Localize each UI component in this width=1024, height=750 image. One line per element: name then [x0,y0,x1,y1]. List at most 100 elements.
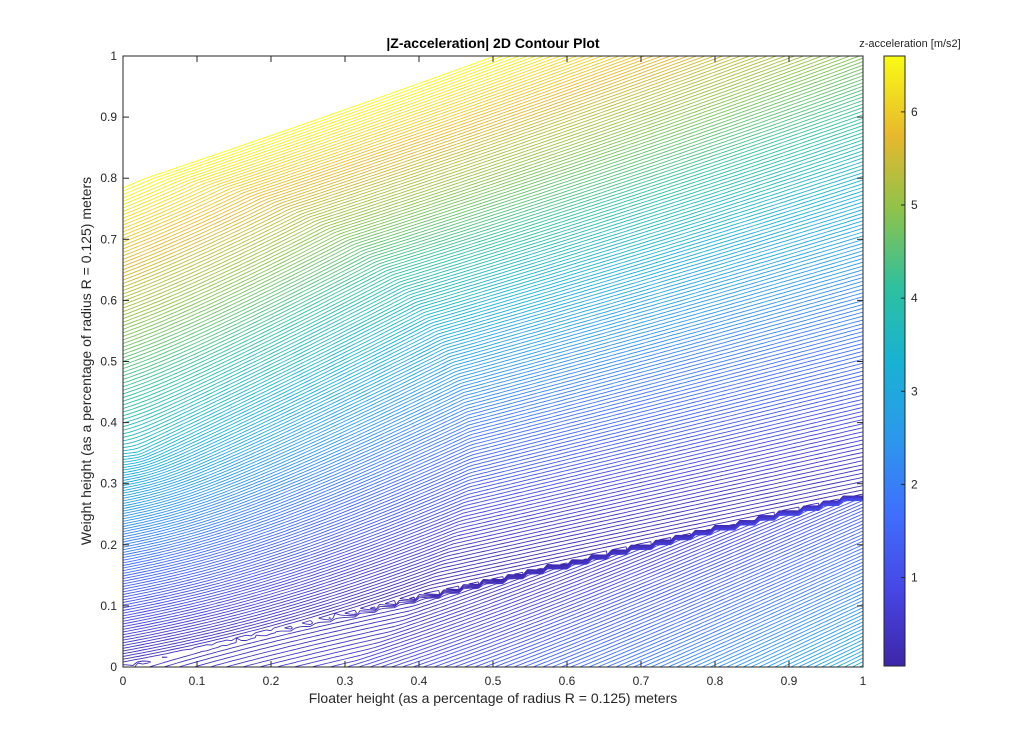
contour-level [123,56,697,271]
x-tick-label: 0.2 [263,674,280,688]
contour-level [123,220,863,667]
contour-level [123,56,851,330]
contour-level [123,315,863,667]
contour-level [123,57,863,337]
contour-level [123,56,832,323]
contour-level [123,82,863,362]
contour-level [123,386,863,667]
contour-level [123,378,863,667]
contour-level [123,246,863,667]
contour-level [123,179,863,458]
contour-level [123,175,863,455]
y-axis: 0 0.1 0.2 0.3 0.4 0.5 0.6 0.7 0.8 0.9 1 [100,49,863,674]
chart-title: |Z-acceleration| 2D Contour Plot [386,35,600,51]
contour-level [123,56,611,236]
contour-level [123,300,863,667]
contour-level [123,288,863,667]
contour-level [123,201,863,474]
contour-level [123,56,578,223]
contour-level [123,212,863,667]
contour-level [123,56,504,192]
contour-level [123,374,863,667]
contour-level [123,150,863,431]
contour-level [123,56,860,334]
contour-level [123,194,863,468]
contour-level [123,398,863,667]
contour-level [123,303,863,667]
contour-level [123,56,795,309]
y-tick-label: 0.6 [100,293,117,307]
colorbar-label: z-acceleration [m/s2] [859,38,961,50]
contour-level [123,358,863,667]
y-tick-label: 0.4 [100,416,117,430]
contour-level [123,362,863,667]
contour-level [123,56,768,298]
contour-level [123,254,863,667]
contour-level [123,103,863,384]
x-tick-label: 0.7 [633,674,650,688]
contour-level [123,56,569,219]
colorbar-tick-label: 4 [911,291,918,305]
contour-level [123,366,863,667]
contour-level [123,277,863,667]
x-tick-label: 0.6 [559,674,576,688]
contour-level [123,56,654,253]
contour-lines [123,56,863,667]
contour-level [123,56,723,281]
colorbar-tick-label: 3 [911,384,918,398]
contour-level [123,172,863,452]
contour-level [123,110,863,391]
x-axis-label: Floater height (as a percentage of radiu… [308,690,678,706]
colorbar-tick-label: 5 [911,198,918,212]
contour-level [123,56,706,274]
contour-level [123,186,863,463]
contour-level [123,56,512,195]
contour-level [123,128,863,409]
contour-level [123,239,863,667]
contour-level [123,64,863,344]
contour-level [123,56,645,250]
contour-level [123,135,863,417]
contour-level [123,227,863,667]
contour-level [123,61,863,341]
contour-level [123,56,732,285]
contour-level [123,164,863,445]
x-tick-label: 0.9 [781,674,798,688]
contour-level [123,56,561,216]
contour-level [123,56,628,243]
contour-level [123,56,594,229]
contour-level [123,197,863,471]
contour-level [123,235,863,667]
contour-level [123,56,759,295]
x-tick-label: 0.5 [485,674,502,688]
contour-level [123,394,863,667]
x-tick-label: 0.1 [189,674,206,688]
contour-level [123,56,544,209]
y-tick-label: 0.5 [100,355,117,369]
contour-level [123,56,841,327]
contour-level [123,56,804,313]
contour-level [123,56,786,306]
contour-level [123,370,863,667]
contour-level [123,56,496,189]
x-tick-label: 0 [120,674,127,688]
contour-level [123,92,863,373]
contour-level [123,107,863,388]
contour-level [123,114,863,395]
contour-level [123,382,863,667]
y-tick-label: 0.9 [100,110,117,124]
contour-level [123,209,863,479]
contour-level [123,56,603,233]
contour-level [123,190,863,466]
contour-level [123,56,528,202]
contour-level [123,56,750,291]
contour-level [123,205,863,476]
y-tick-label: 1 [110,49,117,63]
contour-level [123,257,863,667]
contour-level [123,56,688,267]
contour-level [123,125,863,406]
contour-level [123,85,863,366]
contour-level [123,68,863,348]
contour-level [123,121,863,402]
